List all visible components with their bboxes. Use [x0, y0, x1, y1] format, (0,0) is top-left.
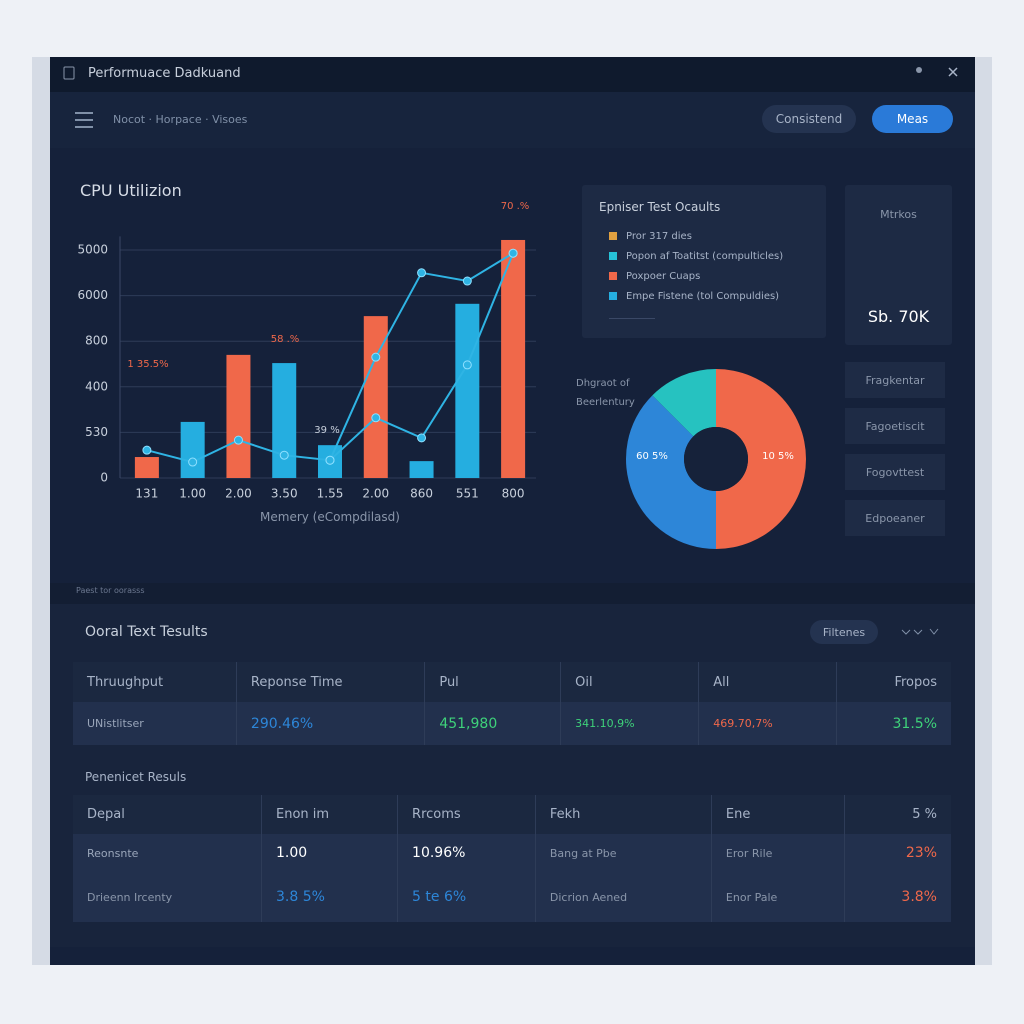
cell: 10.96% [397, 834, 536, 872]
cell: Bang at Pbe [535, 834, 712, 872]
header-row: Depal Enon im Rrcoms Fekh Ene 5 % [73, 795, 951, 834]
header-cell: Thruughput [73, 662, 237, 702]
header-cell: 5 % [912, 807, 937, 822]
cell: Drieenn Ircenty [73, 872, 262, 922]
side-button[interactable]: Fogovttest [845, 454, 945, 490]
cell: 5 te 6% [397, 872, 536, 922]
side-button[interactable]: Fagoetiscit [845, 408, 945, 444]
legend-item: Pror 317 dies [609, 226, 783, 246]
legend-item: Popon af Toatitst (compulticles) [609, 246, 783, 266]
legend: Pror 317 dies Popon af Toatitst (compulti… [609, 226, 783, 306]
note-strip [50, 583, 975, 604]
window-title: Performuace Dadkuand [88, 66, 241, 81]
legend-label: Empe Fistene (tol Compuldies) [626, 290, 780, 302]
cell: 290.46% [236, 702, 426, 745]
legend-label: Popon af Toatitst (compulticles) [626, 250, 784, 262]
legend-swatch [609, 292, 617, 300]
cell: 3.8% [901, 889, 937, 905]
legend-panel [582, 185, 826, 338]
header-cell: Depal [73, 795, 262, 834]
pie-title: Dhgraot of Beerlentury [576, 378, 635, 408]
row: Reonsnte 1.00 10.96% Bang at Pbe Eror Rile 23… [73, 834, 951, 872]
section-title: Ooral Text Tesults [85, 624, 208, 640]
cell: 23% [905, 845, 937, 861]
header-cell: Rrcoms [397, 795, 536, 834]
header-cell: Fekh [535, 795, 712, 834]
row: UNistlitser 290.46% 451,980 341.10,9% 469.70… [73, 702, 951, 745]
header-cell: Fropos [894, 674, 937, 690]
header-cell: All [698, 662, 838, 702]
header-cell: Ene [711, 795, 846, 834]
cell: Reonsnte [73, 834, 262, 872]
side-button[interactable]: Fragkentar [845, 362, 945, 398]
button[interactable]: Meas [872, 105, 953, 133]
header-cell: Enon im [261, 795, 399, 834]
cell: 451,980 [424, 702, 562, 745]
legend-label: Pror 317 dies [626, 230, 692, 242]
percent-table: Depal Enon im Rrcoms Fekh Ene 5 % Reonsnte 1.00… [73, 795, 951, 922]
row: Drieenn Ircenty 3.8 5% 5 te 6% Dicrion Aene… [73, 872, 951, 922]
cell: 469.70,7% [698, 702, 838, 745]
side-button[interactable]: Edpoeaner [845, 500, 945, 536]
cell: Dicrion Aened [535, 872, 712, 922]
legend-swatch [609, 272, 617, 280]
divider [609, 318, 655, 319]
legend-item: Poxpoer Cuaps [609, 266, 783, 286]
cell: 341.10,9% [560, 702, 700, 745]
metric-value: Sb. 70K [867, 307, 930, 326]
nav[interactable]: Nocot · Horpace · Visoes [113, 113, 248, 126]
x-axis-label: Memery (eCompdilasd) [260, 510, 400, 524]
note: Paest tor oorasss [76, 586, 145, 595]
header-cell: Pul [424, 662, 562, 702]
legend-swatch [609, 252, 617, 260]
chart-title: CPU Utilizion [80, 181, 182, 200]
legend-title: Epniser Test Ocaults [599, 200, 721, 214]
cell: 3.8 5% [261, 872, 399, 922]
results-table: Thruughput Reponse Time Pul Oil All Fropos UNi… [73, 662, 951, 745]
filter-button[interactable]: Filtenes [810, 620, 878, 644]
cell: 1.00 [261, 834, 399, 872]
section-title: Penenicet Resuls [85, 770, 187, 784]
cell: Eror Rile [711, 834, 846, 872]
legend-item: Empe Fistene (tol Compuldies) [609, 286, 783, 306]
header-cell: Reponse Time [236, 662, 426, 702]
metric-card [845, 185, 952, 345]
legend-label: Poxpoer Cuaps [626, 270, 701, 282]
header-cell: Oil [560, 662, 700, 702]
legend-swatch [609, 232, 617, 240]
title-bar [50, 57, 975, 92]
header-row: Thruughput Reponse Time Pul Oil All Fropos [73, 662, 951, 702]
cell: UNistlitser [73, 702, 237, 745]
cell: 31.5% [892, 715, 937, 732]
button[interactable]: Consistend [762, 105, 856, 133]
cell: Enor Pale [711, 872, 846, 922]
metric-label: Mtrkos [880, 208, 917, 221]
